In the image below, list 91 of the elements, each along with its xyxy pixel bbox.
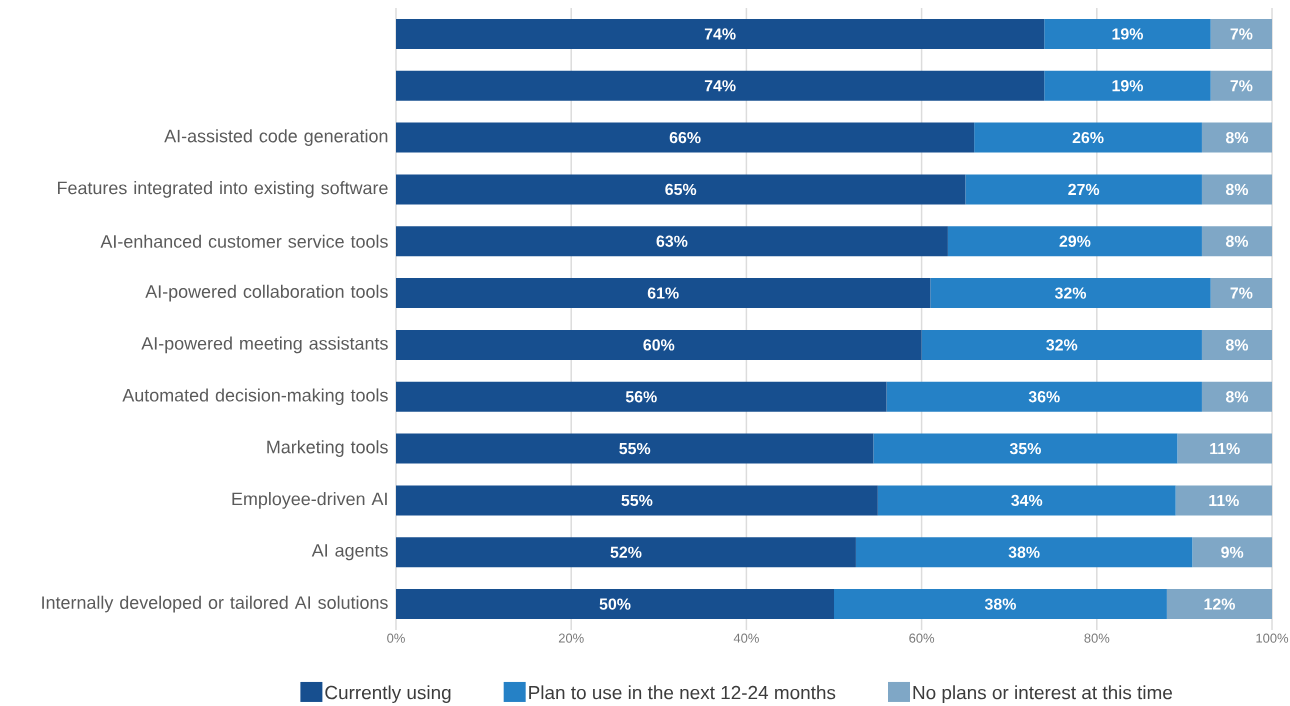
bar bbox=[1044, 70, 1211, 101]
y-tick-label: AI-enhanced customer service tools bbox=[100, 234, 388, 248]
bar bbox=[1177, 433, 1273, 464]
bar bbox=[1201, 329, 1273, 360]
bar bbox=[396, 537, 856, 568]
bar bbox=[396, 433, 874, 464]
data-label: 52% bbox=[610, 546, 642, 558]
bar bbox=[396, 589, 834, 620]
data-label: 19% bbox=[1112, 28, 1143, 40]
legend-label: Plan to use in the next 12-24 months bbox=[529, 685, 836, 700]
data-label: 9% bbox=[1221, 546, 1244, 558]
x-tick-label: 40% bbox=[733, 633, 759, 643]
bar bbox=[396, 381, 887, 412]
bar bbox=[1201, 381, 1273, 412]
bar bbox=[877, 485, 1176, 516]
bar bbox=[855, 537, 1193, 568]
y-tick-label: Automated decision-making tools bbox=[122, 388, 388, 406]
data-label: 8% bbox=[1225, 339, 1249, 351]
bar bbox=[947, 226, 1202, 257]
data-label: 38% bbox=[984, 598, 1016, 610]
data-label: 56% bbox=[625, 391, 657, 403]
bar bbox=[965, 174, 1202, 205]
data-label: 32% bbox=[1054, 287, 1087, 299]
bar bbox=[1166, 589, 1273, 620]
data-label: 7% bbox=[1230, 28, 1253, 40]
bar bbox=[1044, 18, 1211, 49]
data-label: 8% bbox=[1225, 131, 1249, 144]
bar bbox=[396, 329, 922, 360]
data-label: 66% bbox=[669, 131, 701, 144]
data-label: 50% bbox=[599, 598, 631, 610]
bar bbox=[1210, 70, 1273, 101]
data-label: 55% bbox=[621, 494, 653, 507]
data-label: 11% bbox=[1209, 494, 1239, 507]
bar bbox=[396, 278, 931, 309]
data-label: 63% bbox=[656, 235, 688, 247]
legend-label: Currently using bbox=[325, 685, 451, 703]
bar bbox=[1210, 18, 1273, 49]
bar bbox=[1201, 226, 1273, 257]
bar bbox=[396, 122, 975, 153]
data-label: 74% bbox=[704, 28, 736, 40]
y-tick-label: AI-powered collaboration tools bbox=[145, 284, 388, 302]
bar bbox=[396, 485, 878, 516]
data-label: 8% bbox=[1225, 183, 1249, 196]
y-tick-label: Features integrated into existing software bbox=[58, 181, 388, 198]
data-label: 74% bbox=[704, 80, 736, 92]
y-tick-label: AI agents bbox=[311, 544, 388, 561]
data-label: 8% bbox=[1225, 391, 1249, 403]
legend-label: No plans or interest at this time bbox=[913, 685, 1172, 703]
bar bbox=[1201, 122, 1273, 153]
bar bbox=[873, 433, 1178, 464]
x-tick-label: 60% bbox=[909, 633, 935, 643]
bar bbox=[396, 70, 1045, 101]
bar bbox=[834, 589, 1167, 620]
y-tick-label: Employee-driven AI bbox=[232, 492, 387, 509]
bar bbox=[396, 226, 948, 257]
data-label: 32% bbox=[1046, 339, 1078, 351]
y-tick-label: AI-powered meeting assistants bbox=[141, 336, 388, 354]
bar bbox=[396, 18, 1045, 49]
data-label: 7% bbox=[1230, 287, 1253, 299]
data-label: 61% bbox=[647, 287, 679, 299]
data-label: 35% bbox=[1009, 442, 1041, 455]
data-label: 11% bbox=[1210, 442, 1240, 455]
data-label: 36% bbox=[1028, 391, 1060, 403]
data-label: 38% bbox=[1008, 546, 1040, 558]
data-label: 26% bbox=[1072, 131, 1104, 144]
bar bbox=[396, 174, 966, 205]
data-label: 60% bbox=[643, 339, 675, 351]
bar bbox=[921, 329, 1202, 360]
bar bbox=[1175, 485, 1273, 516]
data-label: 12% bbox=[1204, 598, 1235, 610]
bar bbox=[1210, 278, 1273, 309]
data-label: 34% bbox=[1011, 494, 1043, 507]
bar bbox=[1192, 537, 1273, 568]
y-tick-label: Internally developed or tailored AI solutions bbox=[42, 595, 388, 613]
bar bbox=[930, 278, 1211, 309]
data-label: 19% bbox=[1112, 80, 1143, 92]
y-tick-label: Marketing tools bbox=[267, 440, 388, 457]
bar bbox=[886, 381, 1202, 412]
data-label: 29% bbox=[1059, 235, 1091, 247]
data-label: 27% bbox=[1068, 183, 1100, 196]
data-label: 7% bbox=[1230, 80, 1253, 92]
data-label: 8% bbox=[1225, 235, 1249, 247]
bar bbox=[974, 122, 1202, 153]
data-label: 55% bbox=[619, 442, 651, 455]
data-label: 65% bbox=[665, 183, 697, 196]
x-tick-label: 20% bbox=[558, 633, 584, 643]
x-tick-label: 0% bbox=[387, 633, 405, 643]
y-tick-label: AI-assisted code generation bbox=[164, 129, 388, 146]
bar bbox=[1201, 174, 1273, 205]
x-tick-label: 80% bbox=[1084, 633, 1110, 643]
x-tick-label: 100% bbox=[1256, 633, 1289, 643]
